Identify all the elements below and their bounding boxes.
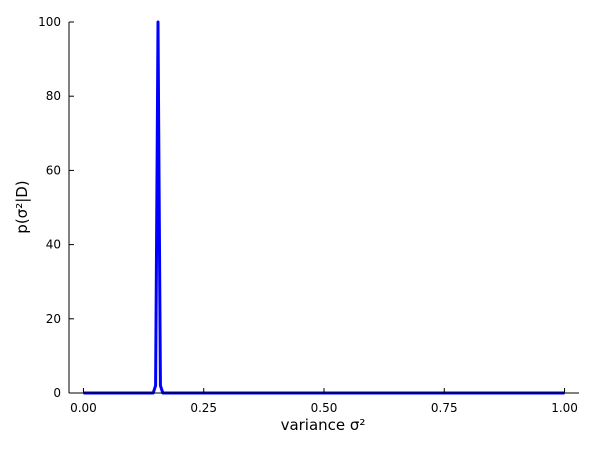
x-tick-label: 0.50	[311, 401, 338, 415]
y-axis: 0 20 40 60 80 100	[38, 15, 74, 400]
x-tick-label: 1.00	[551, 401, 578, 415]
y-tick-label: 60	[46, 163, 61, 177]
x-axis-title: variance σ²	[281, 416, 366, 434]
y-tick-label: 80	[46, 89, 61, 103]
x-tick-label: 0.00	[70, 401, 97, 415]
y-tick-label: 20	[46, 312, 61, 326]
series-line-0	[83, 20, 565, 395]
x-tick-label: 0.75	[431, 401, 458, 415]
plot-area	[83, 20, 565, 395]
x-axis: 0.00 0.25 0.50 0.75 1.00	[69, 388, 579, 415]
y-tick-label: 40	[46, 238, 61, 252]
y-tick-label: 100	[38, 15, 61, 29]
y-tick-label: 0	[53, 386, 61, 400]
x-tick-label: 0.25	[190, 401, 217, 415]
y-axis-title: p(σ²|D)	[13, 180, 31, 233]
